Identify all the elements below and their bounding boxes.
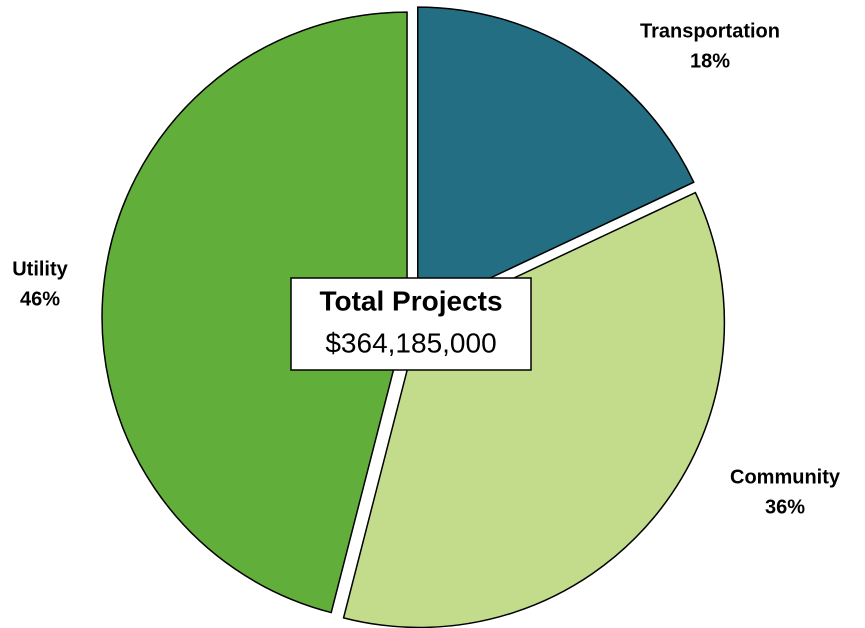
slice-label: Utility <box>12 258 68 280</box>
slice-value-label: 18% <box>690 50 730 72</box>
slice-value-label: 36% <box>765 496 805 518</box>
center-title: Total Projects <box>319 285 502 316</box>
center-value: $364,185,000 <box>325 327 496 358</box>
center-box <box>290 277 532 371</box>
labels: Transportation 18% Community 36% Utility 46% <box>12 20 841 518</box>
pie-slice <box>417 6 695 314</box>
pie-slice <box>342 191 726 628</box>
slice-label: Community <box>730 466 841 488</box>
slice-value-label: 46% <box>20 288 60 310</box>
pie <box>101 6 726 628</box>
pie-slice <box>101 11 408 614</box>
slice-label: Transportation <box>640 20 780 42</box>
